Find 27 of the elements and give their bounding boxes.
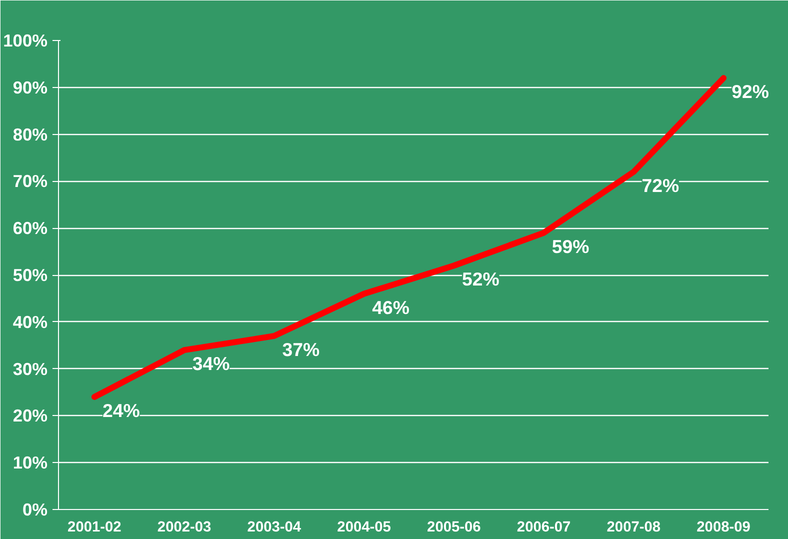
data-label: 72%: [642, 174, 680, 196]
y-tick-label: 10%: [12, 452, 48, 473]
x-tick-label: 2001-02: [68, 520, 122, 536]
y-tick-label: 20%: [12, 406, 48, 426]
y-tick-label: 100%: [3, 30, 48, 50]
y-tick-label: 90%: [12, 77, 48, 98]
x-tick-label: 2007-08: [606, 520, 661, 536]
y-tick-label: 30%: [12, 358, 48, 379]
x-tick-label: 2002-03: [157, 520, 212, 536]
data-label: 37%: [282, 338, 320, 360]
x-tick-label: 2005-06: [427, 520, 481, 536]
y-tick-label: 70%: [12, 171, 48, 192]
x-tick-label: 2003-04: [247, 520, 302, 536]
x-tick-label: 2006-07: [516, 520, 571, 536]
y-tick-label: 80%: [12, 124, 48, 144]
x-tick-label: 2008-09: [696, 520, 750, 536]
data-label: 46%: [372, 296, 410, 318]
x-tick-label: 2004-05: [337, 520, 391, 536]
data-label: 24%: [102, 400, 140, 421]
data-label: 92%: [732, 81, 770, 102]
y-tick-label: 0%: [22, 500, 48, 520]
y-tick-label: 50%: [12, 265, 48, 285]
y-tick-label: 40%: [12, 312, 48, 332]
data-label: 34%: [192, 353, 230, 374]
y-tick-label: 60%: [12, 218, 48, 238]
data-label: 52%: [462, 268, 500, 290]
data-label: 59%: [552, 236, 590, 257]
